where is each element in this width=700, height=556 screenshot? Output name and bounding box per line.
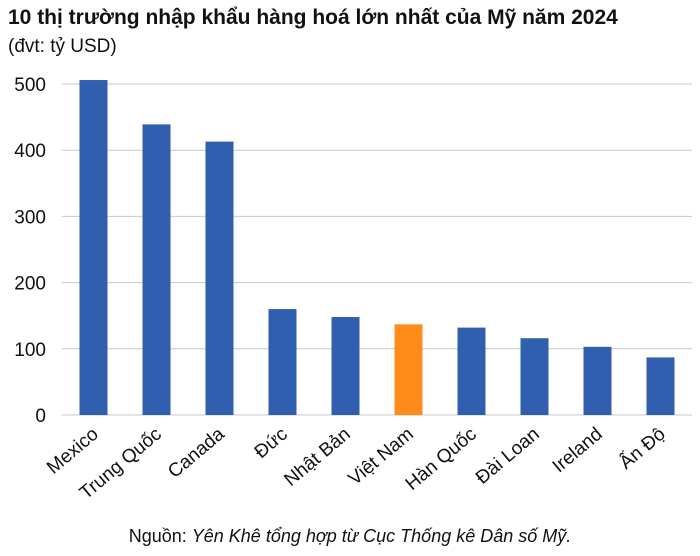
bar [79,80,108,415]
chart-subtitle: (đvt: tỷ USD) [8,36,117,57]
source-note: Nguồn: Yên Khê tổng hợp từ Cục Thống kê … [0,526,700,547]
source-prefix: Nguồn: [128,526,192,546]
bar [142,124,171,415]
source-detail: Yên Khê tổng hợp từ Cục Thống kê Dân số … [191,526,572,546]
bars [79,80,675,415]
bar [583,346,612,415]
y-tick-label: 100 [14,340,46,361]
y-tick-label: 200 [14,274,46,295]
y-tick-label: 0 [35,406,46,427]
x-category-label: Canada [164,423,229,482]
x-category-label: Ireland [549,424,607,477]
bar [520,338,549,415]
bar [268,309,297,415]
bar [205,141,234,415]
bar [646,357,675,415]
y-tick-label: 300 [14,207,46,228]
x-category-label: Hàn Quốc [402,424,481,495]
y-tick-label: 400 [14,141,46,162]
bar [331,317,360,415]
y-axis-ticks: 0 100 200 300 400 500 [14,75,46,427]
bar [394,324,423,415]
x-category-label: Đức [251,424,292,463]
x-category-label: Đài Loan [472,424,544,489]
x-category-label: Ấn Độ [615,423,670,474]
x-category-label: Mexico [43,424,103,479]
bar [457,327,486,415]
x-category-label: Nhật Bản [281,424,355,491]
chart-title: 10 thị trường nhập khẩu hàng hoá lớn nhấ… [8,6,618,29]
y-tick-label: 500 [14,75,46,96]
